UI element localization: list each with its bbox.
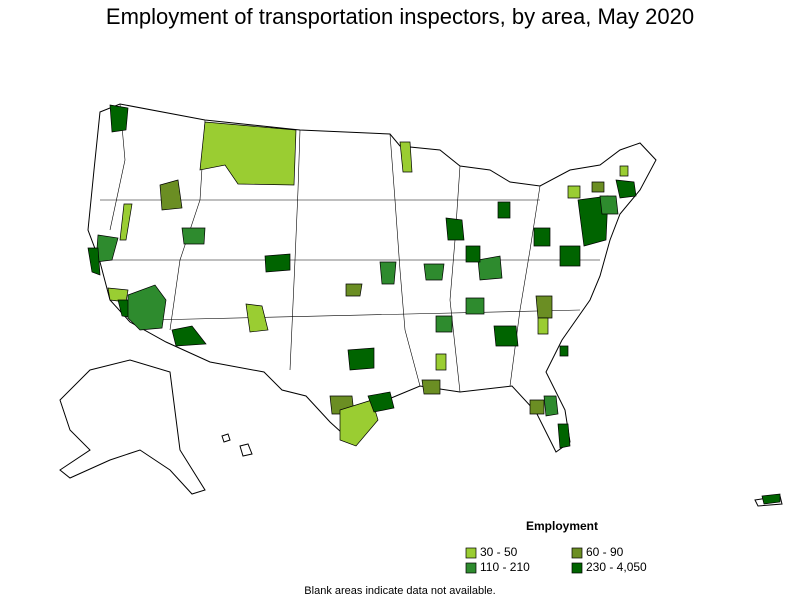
area: [599, 195, 619, 215]
area: [465, 297, 485, 315]
alaska: [59, 359, 206, 495]
area: [399, 141, 413, 173]
area: [109, 104, 129, 133]
area: [159, 179, 183, 211]
area: [533, 227, 551, 247]
area: [465, 245, 481, 263]
legend-label: 110 - 210: [480, 560, 530, 574]
area: [537, 317, 549, 335]
shaded-areas: [87, 104, 781, 505]
area: [493, 325, 519, 347]
lower-48: [87, 103, 657, 453]
map-title: Employment of transportation inspectors,…: [106, 4, 694, 29]
area: [87, 247, 101, 276]
legend: Employment 30 - 50 60 - 90 110 - 210 230…: [465, 519, 647, 574]
area: [127, 284, 167, 331]
area: [591, 181, 605, 193]
area: [199, 121, 297, 186]
area: [421, 379, 441, 395]
map: [59, 103, 783, 507]
area: [171, 325, 207, 347]
legend-label: 60 - 90: [586, 545, 624, 559]
area: [559, 345, 569, 357]
area: [535, 295, 553, 319]
hawaii-1: [221, 433, 231, 443]
legend-swatch: [465, 562, 477, 574]
area: [543, 395, 559, 417]
area: [339, 399, 379, 447]
area: [567, 185, 581, 199]
area: [761, 493, 781, 505]
area: [435, 353, 447, 371]
area: [577, 195, 609, 247]
area: [367, 391, 395, 413]
area: [347, 347, 375, 371]
legend-title: Employment: [526, 519, 598, 533]
legend-swatch: [571, 547, 583, 559]
area: [119, 203, 133, 241]
area: [557, 423, 571, 449]
area: [423, 263, 445, 281]
area: [345, 283, 363, 297]
area: [477, 255, 503, 281]
area: [615, 179, 637, 199]
area: [529, 399, 545, 415]
legend-swatch: [465, 547, 477, 559]
area: [245, 303, 269, 333]
legend-label: 230 - 4,050: [586, 560, 647, 574]
hawaii-2: [239, 443, 253, 457]
area: [559, 245, 581, 267]
legend-label: 30 - 50: [480, 545, 518, 559]
area: [619, 165, 629, 177]
area: [181, 227, 206, 245]
area: [445, 217, 465, 241]
footnote: Blank areas indicate data not available.: [304, 585, 495, 597]
area: [435, 315, 453, 333]
area: [264, 253, 291, 273]
area: [497, 201, 511, 219]
area: [379, 261, 397, 285]
legend-swatch: [571, 562, 583, 574]
